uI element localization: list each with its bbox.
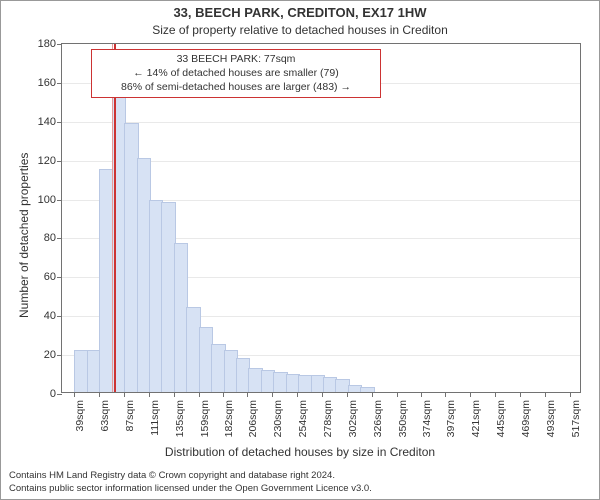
x-tick-label: 350sqm (397, 400, 409, 437)
y-tick-mark (57, 83, 62, 84)
gridline-h (62, 122, 580, 123)
chart-container: 33, BEECH PARK, CREDITON, EX17 1HW Size … (0, 0, 600, 500)
y-tick-label: 20 (44, 349, 56, 361)
x-tick-mark (174, 392, 175, 397)
callout-line-1: 33 BEECH PARK: 77sqm (98, 52, 374, 66)
y-tick-mark (57, 161, 62, 162)
callout-line-3: 86% of semi-detached houses are larger (… (98, 80, 374, 94)
marker-callout: 33 BEECH PARK: 77sqm ← 14% of detached h… (91, 49, 381, 98)
x-tick-mark (272, 392, 273, 397)
x-tick-mark (372, 392, 373, 397)
x-tick-label: 421sqm (470, 400, 482, 437)
x-tick-mark (470, 392, 471, 397)
x-tick-label: 326sqm (372, 400, 384, 437)
footer-line-2: Contains public sector information licen… (9, 483, 372, 495)
x-tick-mark (545, 392, 546, 397)
chart-title-main: 33, BEECH PARK, CREDITON, EX17 1HW (1, 5, 599, 20)
x-tick-label: 517sqm (570, 400, 582, 437)
y-tick-label: 40 (44, 310, 56, 322)
y-tick-mark (57, 355, 62, 356)
x-tick-mark (124, 392, 125, 397)
y-tick-label: 100 (38, 194, 56, 206)
x-tick-label: 87sqm (124, 400, 136, 432)
x-tick-mark (397, 392, 398, 397)
attribution-footer: Contains HM Land Registry data © Crown c… (9, 470, 372, 495)
x-tick-label: 135sqm (174, 400, 186, 437)
x-tick-label: 493sqm (545, 400, 557, 437)
x-tick-mark (199, 392, 200, 397)
x-tick-mark (223, 392, 224, 397)
x-tick-label: 159sqm (199, 400, 211, 437)
x-tick-mark (570, 392, 571, 397)
x-tick-label: 445sqm (495, 400, 507, 437)
x-tick-label: 374sqm (421, 400, 433, 437)
y-tick-label: 60 (44, 271, 56, 283)
x-tick-label: 254sqm (297, 400, 309, 437)
x-tick-label: 278sqm (322, 400, 334, 437)
y-tick-label: 0 (50, 388, 56, 400)
x-tick-mark (520, 392, 521, 397)
y-tick-mark (57, 122, 62, 123)
chart-title-sub: Size of property relative to detached ho… (1, 23, 599, 37)
x-tick-label: 469sqm (520, 400, 532, 437)
y-tick-label: 180 (38, 38, 56, 50)
x-tick-label: 206sqm (247, 400, 259, 437)
x-tick-mark (445, 392, 446, 397)
x-tick-label: 63sqm (99, 400, 111, 432)
y-tick-mark (57, 44, 62, 45)
y-tick-mark (57, 277, 62, 278)
y-axis-label: Number of detached properties (17, 153, 31, 318)
x-tick-mark (149, 392, 150, 397)
y-tick-label: 80 (44, 232, 56, 244)
x-tick-label: 39sqm (74, 400, 86, 432)
x-tick-label: 182sqm (223, 400, 235, 437)
x-tick-mark (421, 392, 422, 397)
y-tick-mark (57, 200, 62, 201)
x-tick-mark (247, 392, 248, 397)
x-tick-mark (322, 392, 323, 397)
x-tick-mark (347, 392, 348, 397)
x-tick-label: 302sqm (347, 400, 359, 437)
y-tick-label: 160 (38, 77, 56, 89)
x-axis-label: Distribution of detached houses by size … (1, 445, 599, 459)
footer-line-1: Contains HM Land Registry data © Crown c… (9, 470, 372, 482)
x-tick-label: 230sqm (272, 400, 284, 437)
callout-line-2: ← 14% of detached houses are smaller (79… (98, 66, 374, 80)
x-tick-mark (297, 392, 298, 397)
x-tick-mark (99, 392, 100, 397)
y-tick-mark (57, 316, 62, 317)
x-tick-mark (74, 392, 75, 397)
y-tick-label: 140 (38, 116, 56, 128)
y-tick-mark (57, 238, 62, 239)
x-tick-label: 397sqm (445, 400, 457, 437)
y-tick-label: 120 (38, 155, 56, 167)
y-tick-mark (57, 394, 62, 395)
x-tick-mark (495, 392, 496, 397)
x-tick-label: 111sqm (149, 400, 161, 436)
